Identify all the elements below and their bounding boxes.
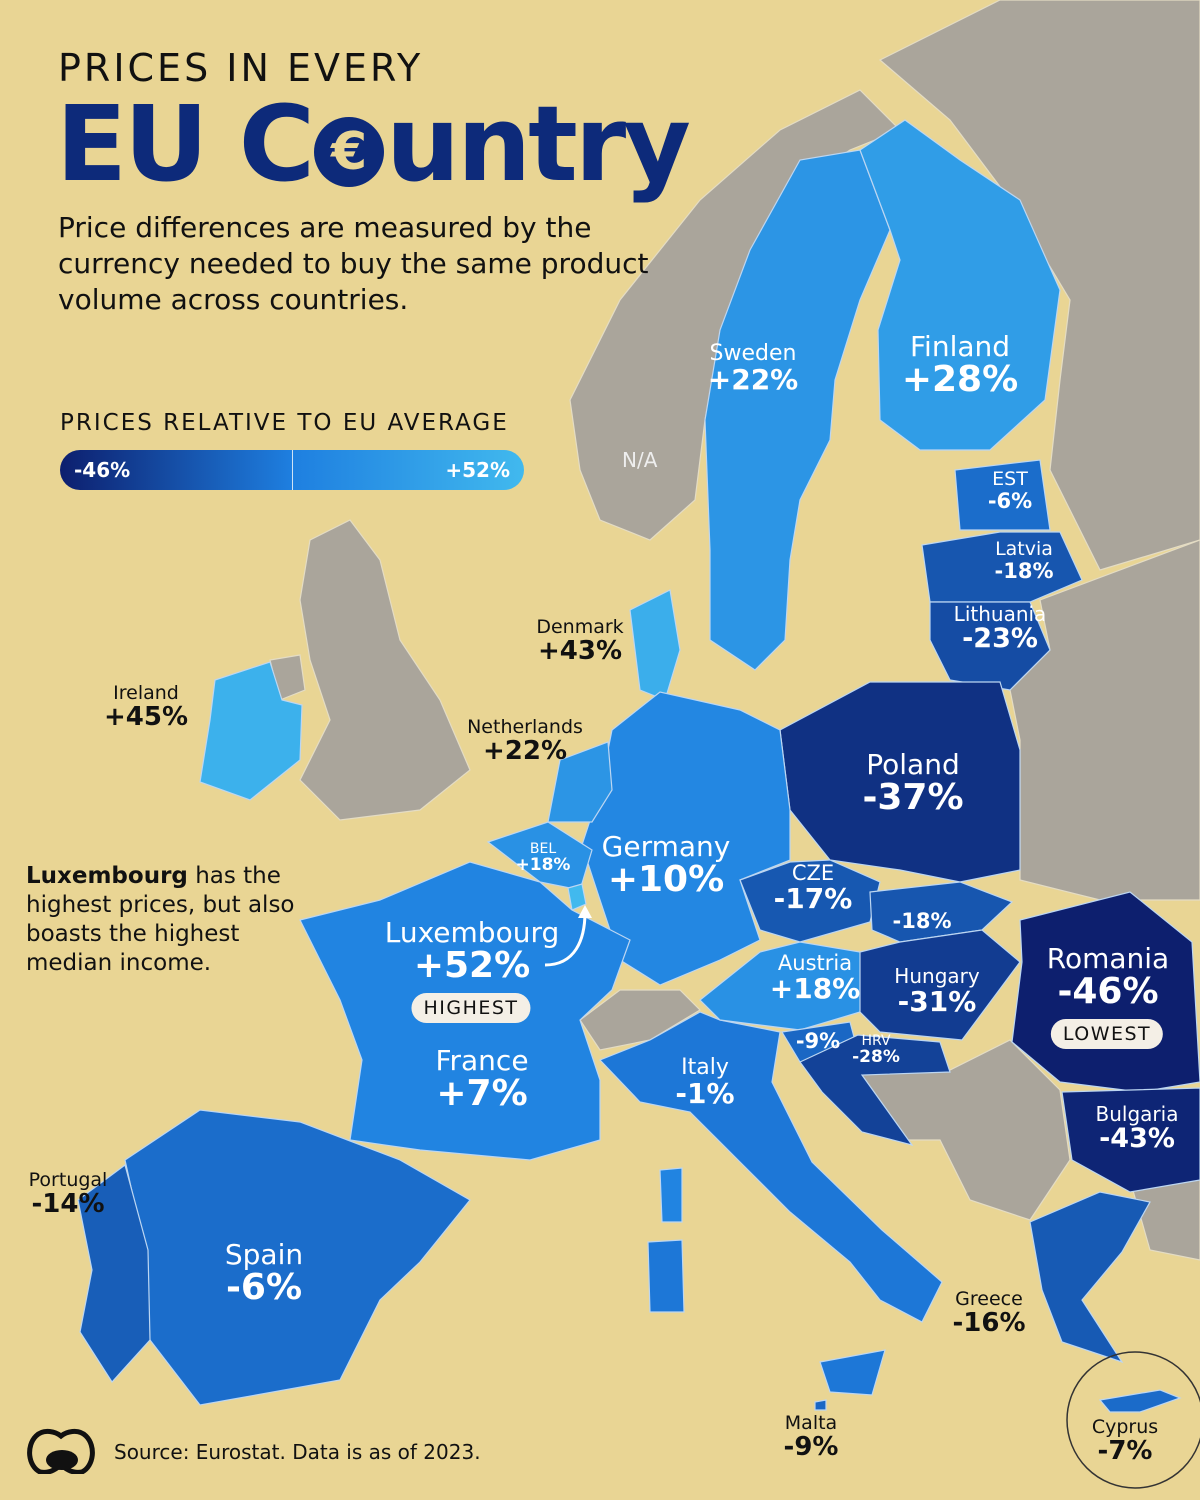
label-greece: Greece -16%: [952, 1288, 1026, 1338]
country-portugal[interactable]: [77, 1163, 151, 1383]
title-part: untry: [386, 83, 691, 205]
country-lithuania[interactable]: [929, 601, 1051, 691]
country-ireland[interactable]: [199, 661, 303, 801]
country-belgium[interactable]: [486, 821, 593, 891]
label-finland: Finland +28%: [901, 330, 1019, 401]
page-title: EU C € untry: [56, 92, 691, 196]
note-text: has the highest prices, but also boasts …: [26, 863, 295, 976]
label-romania: Romania -46%: [1046, 942, 1170, 1013]
uk-land: [299, 519, 471, 821]
country-finland[interactable]: [859, 119, 1061, 451]
country-corsica[interactable]: [659, 1167, 683, 1223]
cyprus-inset-circle: [1066, 1351, 1200, 1489]
country-italy[interactable]: [598, 1011, 943, 1323]
balkans-land: [858, 1039, 1071, 1221]
lowest-badge: LOWEST: [1050, 1019, 1164, 1049]
country-estonia[interactable]: [954, 459, 1051, 531]
label-latvia: Latvia -18%: [994, 538, 1054, 583]
country-luxembourg[interactable]: [567, 883, 587, 911]
title-part: EU C: [56, 83, 315, 205]
label-bulgaria: Bulgaria -43%: [1095, 1102, 1179, 1154]
label-cyprus: Cyprus -7%: [1091, 1416, 1159, 1466]
label-croatia: HRV -28%: [852, 1033, 900, 1067]
label-hungary: Hungary -31%: [894, 964, 980, 1018]
label-malta: Malta -9%: [783, 1412, 839, 1462]
country-netherlands[interactable]: [547, 741, 613, 823]
country-sardinia[interactable]: [647, 1239, 685, 1313]
label-france: France +7%: [435, 1044, 529, 1115]
euro-icon: €: [314, 116, 385, 187]
label-czechia: CZE -17%: [773, 861, 853, 916]
russia-land: [878, 0, 1200, 571]
label-lithuania: Lithuania -23%: [953, 602, 1047, 654]
label-poland: Poland -37%: [862, 748, 964, 819]
luxembourg-note: Luxembourg has the highest prices, but a…: [26, 862, 316, 978]
country-sicily[interactable]: [819, 1349, 886, 1396]
country-croatia[interactable]: [799, 1034, 951, 1146]
label-ireland: Ireland +45%: [103, 682, 189, 732]
label-slovakia: -18%: [892, 909, 952, 933]
label-italy: Italy -1%: [675, 1055, 735, 1111]
brand-logo-icon: [27, 1428, 95, 1474]
label-spain: Spain -6%: [224, 1238, 304, 1309]
country-denmark[interactable]: [629, 589, 681, 701]
label-germany: Germany +10%: [601, 830, 731, 901]
label-sweden: Sweden +22%: [707, 341, 799, 397]
label-denmark: Denmark +43%: [536, 616, 624, 666]
country-cyprus[interactable]: [1098, 1389, 1182, 1413]
country-poland[interactable]: [779, 681, 1021, 883]
note-bold: Luxembourg: [26, 863, 188, 889]
country-bulgaria[interactable]: [1061, 1087, 1200, 1193]
label-estonia: EST -6%: [987, 468, 1033, 513]
subtitle: Price differences are measured by the cu…: [58, 211, 649, 316]
kicker-title: PRICES IN EVERY: [58, 46, 424, 90]
luxembourg-arrow-head: [578, 905, 592, 918]
country-hungary[interactable]: [859, 929, 1021, 1041]
legend-color-scale: -46% +52%: [60, 450, 524, 490]
highest-badge: HIGHEST: [411, 993, 531, 1023]
country-greece[interactable]: [1029, 1191, 1151, 1364]
legend-midline: [292, 450, 293, 490]
legend-title: PRICES RELATIVE TO EU AVERAGE: [60, 410, 509, 436]
label-luxembourg: Luxembourg +52%: [384, 916, 560, 987]
label-austria: Austria +18%: [769, 951, 861, 1006]
na-label: N/A: [622, 448, 658, 472]
label-netherlands: Netherlands +22%: [467, 716, 583, 766]
label-belgium: BEL +18%: [515, 841, 571, 875]
luxembourg-arrow: [544, 911, 587, 967]
label-slovenia: -9%: [795, 1029, 841, 1053]
legend-max-label: +52%: [445, 458, 510, 482]
switzerland-land: [579, 989, 701, 1051]
legend-min-label: -46%: [74, 458, 131, 482]
label-portugal: Portugal -14%: [28, 1169, 108, 1219]
country-sweden[interactable]: [704, 149, 891, 671]
source-note: Source: Eurostat. Data is as of 2023.: [114, 1440, 481, 1464]
country-malta[interactable]: [814, 1399, 827, 1411]
